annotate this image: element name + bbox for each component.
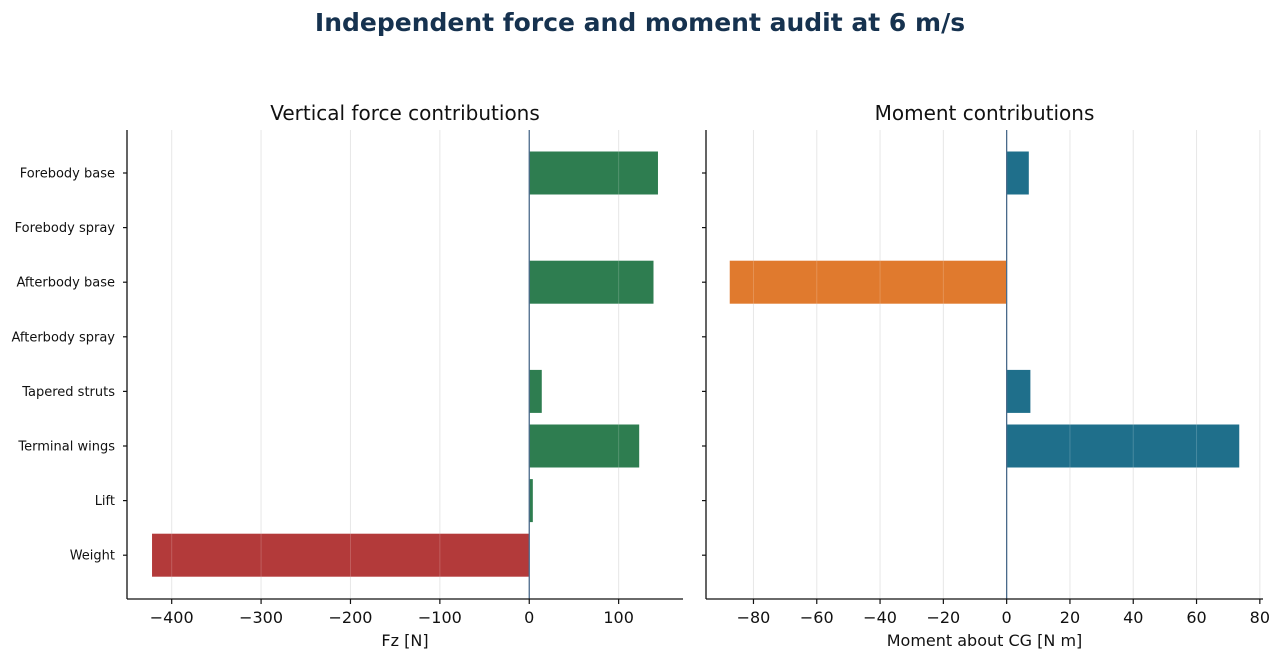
moment-bar-forebody-base xyxy=(1006,151,1029,195)
force-x-tick-label: −400 xyxy=(150,608,194,627)
force-x-tick-label: 0 xyxy=(524,608,534,627)
figure-title: Independent force and moment audit at 6 … xyxy=(315,8,965,37)
moment-chart-panel: −80 −60 −40 −20 0 20 40 60 80 Moment contribution… xyxy=(702,101,1270,650)
moment-x-tick-label: −80 xyxy=(737,608,771,627)
force-y-tick-label: Weight xyxy=(70,549,115,564)
force-y-tick-label: Forebody base xyxy=(20,167,115,182)
force-x-tick-label: −200 xyxy=(328,608,372,627)
moment-x-tick-label: −40 xyxy=(863,608,897,627)
moment-x-tick-label: 20 xyxy=(1060,608,1080,627)
force-y-tick-label: Terminal wings xyxy=(17,440,115,455)
force-x-tick-label: −300 xyxy=(239,608,283,627)
moment-chart-title: Moment contributions xyxy=(875,101,1095,125)
force-bar-afterbody-base xyxy=(529,260,654,304)
force-x-tick-label: 100 xyxy=(603,608,634,627)
force-x-tick-label: −100 xyxy=(418,608,462,627)
force-chart-panel: −400 −300 −200 −100 0 100 Forebody base Forebod… xyxy=(11,101,683,650)
force-bar-forebody-base xyxy=(529,151,658,195)
force-bar-lift xyxy=(529,479,533,523)
force-y-tick-label: Lift xyxy=(95,494,115,509)
moment-x-tick-label: 80 xyxy=(1250,608,1270,627)
moment-x-tick-label: −60 xyxy=(800,608,834,627)
moment-bar-tapered-struts xyxy=(1006,369,1031,413)
moment-x-tick-label: 60 xyxy=(1186,608,1206,627)
force-chart-title: Vertical force contributions xyxy=(270,101,540,125)
moment-x-tick-label: 40 xyxy=(1123,608,1143,627)
force-bar-weight xyxy=(152,533,530,577)
force-y-tick-label: Afterbody base xyxy=(17,276,116,291)
force-bar-tapered-struts xyxy=(529,369,542,413)
force-bar-terminal-wings xyxy=(529,424,640,468)
moment-bar-afterbody-base xyxy=(729,260,1007,304)
force-y-tick-label: Afterbody spray xyxy=(11,330,115,345)
moment-x-tick-label: 0 xyxy=(1002,608,1012,627)
force-y-tick-label: Tapered struts xyxy=(21,385,115,400)
moment-x-axis-label: Moment about CG [N m] xyxy=(887,631,1083,650)
force-x-axis-label: Fz [N] xyxy=(381,631,428,650)
moment-x-tick-label: −20 xyxy=(926,608,960,627)
moment-bar-terminal-wings xyxy=(1006,424,1240,468)
force-y-tick-label: Forebody spray xyxy=(15,221,116,236)
